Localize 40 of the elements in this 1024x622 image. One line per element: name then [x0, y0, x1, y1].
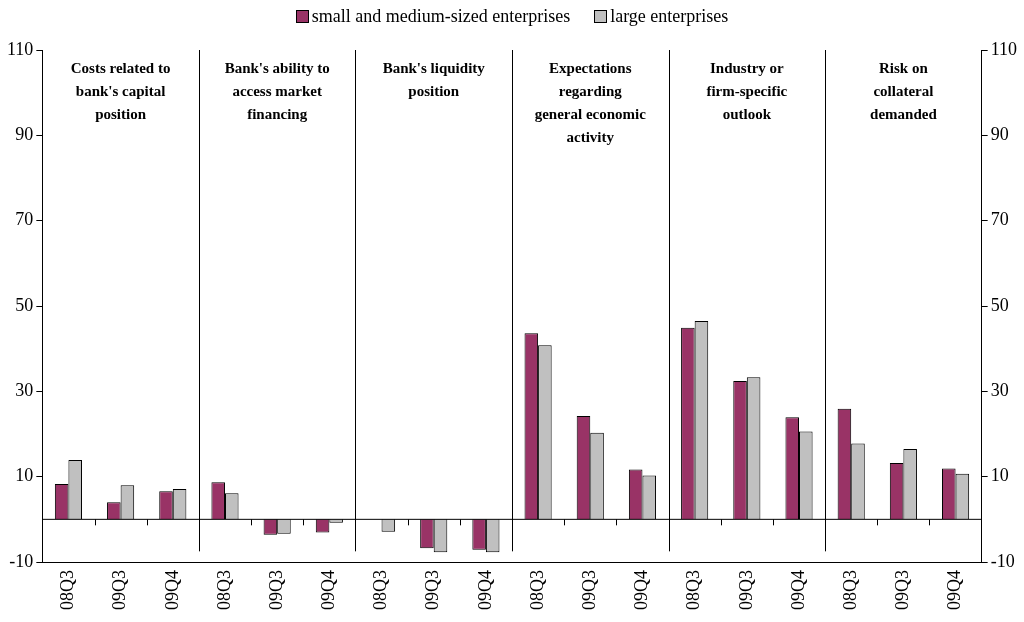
y2-tick-label: 10	[990, 465, 1009, 486]
y2-tick-label: -10	[990, 550, 1015, 571]
annotation: Risk on collateral demanded	[870, 60, 938, 123]
x-tick-label: 09Q3	[892, 570, 913, 610]
y-tick-label: 110	[6, 38, 34, 59]
x-tick-label: 09Q4	[787, 570, 808, 610]
legend-label: large enterprises	[609, 6, 729, 26]
y-tick-label: 50	[15, 294, 34, 315]
annotation: Bank's ability to access market financing	[224, 60, 330, 123]
x-tick-label: 09Q4	[474, 570, 495, 610]
annotation: Bank's liquidity position	[382, 60, 486, 100]
x-tick-label: 09Q3	[265, 570, 286, 610]
x-tick-label: 08Q3	[370, 570, 391, 610]
annotation: Expectations regarding general economic activity	[534, 60, 647, 146]
x-tick-label: 08Q3	[57, 570, 78, 610]
y-tick-label: 10	[15, 465, 34, 486]
x-tick-label: 09Q3	[735, 570, 756, 610]
y2-tick-label: 70	[990, 209, 1009, 230]
y-tick-label: -10	[9, 550, 34, 571]
x-tick-label: 09Q4	[318, 570, 339, 610]
x-tick-label: 09Q4	[944, 570, 965, 610]
annotation: Industry or firm-specific outlook	[706, 60, 788, 123]
y-tick-label: 70	[15, 209, 34, 230]
y2-tick-label: 30	[990, 380, 1009, 401]
x-tick-label: 09Q4	[161, 570, 182, 610]
y-tick-label: 90	[15, 124, 34, 145]
y2-tick-label: 110	[990, 38, 1018, 59]
x-tick-label: 08Q3	[526, 570, 547, 610]
y2-tick-label: 50	[990, 294, 1009, 315]
x-tick-label: 08Q3	[839, 570, 860, 610]
annotation: Costs related to bank's capital position	[70, 60, 171, 123]
legend-label: small and medium-sized enterprises	[310, 6, 571, 26]
x-tick-label: 09Q3	[109, 570, 130, 610]
x-tick-label: 09Q3	[579, 570, 600, 610]
x-tick-label: 08Q3	[213, 570, 234, 610]
y-tick-label: 30	[15, 380, 34, 401]
x-tick-label: 09Q3	[422, 570, 443, 610]
x-tick-label: 09Q4	[631, 570, 652, 610]
y2-tick-label: 90	[990, 124, 1009, 145]
x-tick-label: 08Q3	[683, 570, 704, 610]
